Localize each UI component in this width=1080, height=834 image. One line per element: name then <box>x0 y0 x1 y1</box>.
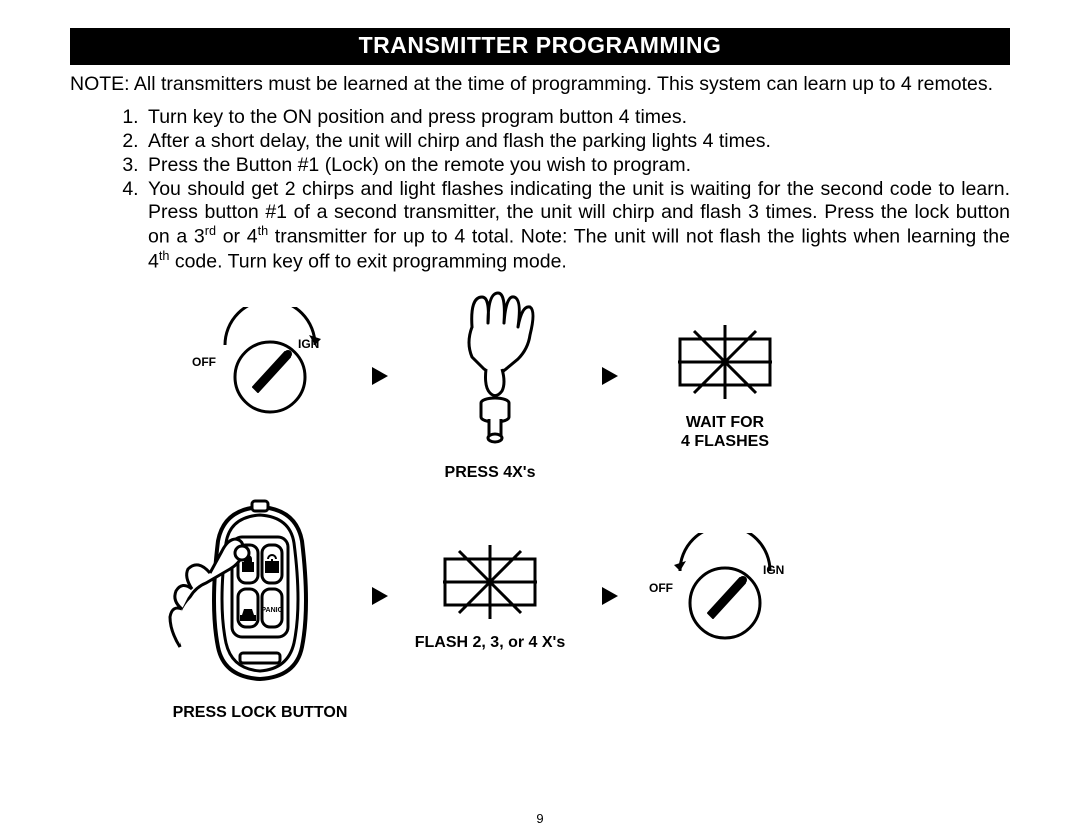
press-4x-label: PRESS 4X's <box>410 463 570 482</box>
panic-label: PANIC <box>261 607 282 614</box>
off-label: OFF <box>192 355 216 369</box>
press-lock-label: PRESS LOCK BUTTON <box>160 703 360 722</box>
diagram-remote: PANIC PRESS LOCK BUTTON <box>160 497 360 722</box>
diagram-ignition-off: IGN OFF <box>645 533 805 653</box>
flash-icon <box>410 537 570 627</box>
remote-icon: PANIC <box>160 497 360 697</box>
ign-label-2: IGN <box>763 563 784 577</box>
wait-for-label: WAIT FOR4 FLASHES <box>650 413 800 451</box>
section-header: TRANSMITTER PROGRAMMING <box>70 28 1010 65</box>
diagram-flash-2: FLASH 2, 3, or 4 X's <box>410 537 570 652</box>
step-2: After a short delay, the unit will chirp… <box>144 130 1010 153</box>
note-line: NOTE: All transmitters must be learned a… <box>70 73 1010 96</box>
off-label-2: OFF <box>649 581 673 595</box>
flash-234-label: FLASH 2, 3, or 4 X's <box>410 633 570 652</box>
step-3: Press the Button #1 (Lock) on the remote… <box>144 154 1010 177</box>
step-list: Turn key to the ON position and press pr… <box>70 106 1010 273</box>
arrow-icon <box>372 587 388 605</box>
diagram-ignition-on: IGN OFF <box>190 307 350 427</box>
flash-icon <box>650 317 800 407</box>
step-4: You should get 2 chirps and light flashe… <box>144 178 1010 273</box>
step-1: Turn key to the ON position and press pr… <box>144 106 1010 129</box>
diagram-flash-1: WAIT FOR4 FLASHES <box>650 317 800 451</box>
arrow-icon <box>602 587 618 605</box>
diagram-area: IGN OFF PRESS 4X's <box>70 307 1010 737</box>
page-number: 9 <box>0 811 1080 826</box>
hand-press-icon <box>410 287 570 457</box>
arrow-icon <box>602 367 618 385</box>
arrow-icon <box>372 367 388 385</box>
ign-label: IGN <box>298 337 319 351</box>
diagram-press-button: PRESS 4X's <box>410 287 570 482</box>
